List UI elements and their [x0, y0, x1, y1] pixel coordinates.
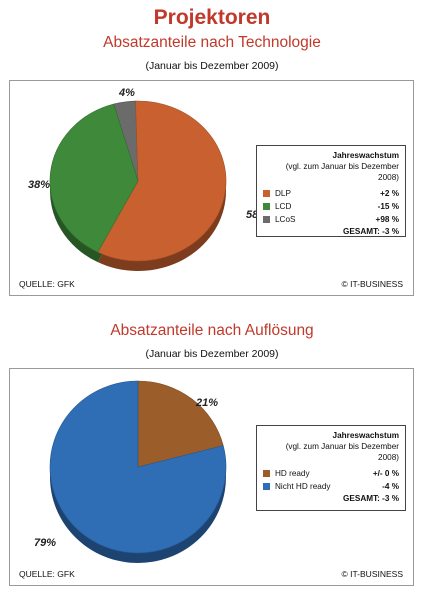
- legend-growth: +/- 0 %: [372, 469, 399, 478]
- legend-item-lcd: LCD -15 %: [263, 200, 399, 213]
- legend-title: Jahreswachstum: [332, 431, 399, 440]
- page-title: Projektoren: [153, 6, 271, 29]
- chart2-copyright: © IT-BUSINESS: [341, 569, 403, 579]
- chart1-legend: Jahreswachstum (vgl. zum Januar bis Deze…: [256, 145, 406, 237]
- chart1-pie: [49, 100, 227, 271]
- chart1-panel: 4% 38% 58% Jahreswachstum (vgl. zum Janu…: [9, 80, 414, 296]
- chart1-title: Absatzanteile nach Technologie: [103, 34, 321, 51]
- legend-label: LCoS: [275, 215, 296, 224]
- chart1-period: (Januar bis Dezember 2009): [145, 60, 279, 72]
- legend-subtitle: (vgl. zum Januar bis Dezember 2008): [285, 442, 399, 462]
- legend-item-nicht-hd-ready: Nicht HD ready -4 %: [263, 480, 399, 493]
- chart2-legend: Jahreswachstum (vgl. zum Januar bis Deze…: [256, 425, 406, 511]
- chart1-source: QUELLE: GFK: [19, 279, 75, 289]
- chart1-label-lcd: 38%: [28, 179, 51, 191]
- legend-item-lcos: LCoS +98 %: [263, 213, 399, 226]
- chart2-label-nicht-hd-ready: 79%: [34, 537, 57, 549]
- legend-growth: +2 %: [380, 189, 399, 198]
- legend-growth: +98 %: [375, 215, 399, 224]
- legend-total: GESAMT: -3 %: [343, 494, 399, 503]
- legend-label: HD ready: [275, 469, 310, 478]
- legend-growth: -15 %: [377, 202, 399, 211]
- legend-total: GESAMT: -3 %: [343, 227, 399, 236]
- legend-swatch-hd-ready: [263, 470, 270, 477]
- pie-slice-nicht-hd-ready: [49, 380, 227, 554]
- legend-swatch-dlp: [263, 190, 270, 197]
- legend-label: LCD: [275, 202, 292, 211]
- legend-title: Jahreswachstum: [332, 151, 399, 160]
- pie-slice-hd-ready: [137, 380, 224, 468]
- legend-item-hd-ready: HD ready +/- 0 %: [263, 467, 399, 480]
- legend-subtitle: (vgl. zum Januar bis Dezember 2008): [285, 162, 399, 182]
- chart2-pie: [49, 380, 227, 563]
- chart2-source: QUELLE: GFK: [19, 569, 75, 579]
- legend-swatch-nicht-hd-ready: [263, 483, 270, 490]
- legend-item-dlp: DLP +2 %: [263, 187, 399, 200]
- chart2-panel: 21% 79% Jahreswachstum (vgl. zum Januar …: [9, 368, 414, 586]
- pie-slice-lcd: [49, 103, 139, 253]
- chart2-label-hd-ready: 21%: [196, 397, 219, 409]
- chart2-period: (Januar bis Dezember 2009): [145, 348, 279, 360]
- legend-swatch-lcd: [263, 203, 270, 210]
- legend-label: DLP: [275, 189, 291, 198]
- legend-growth: -4 %: [382, 482, 399, 491]
- legend-label: Nicht HD ready: [275, 482, 331, 491]
- chart1-copyright: © IT-BUSINESS: [341, 279, 403, 289]
- chart2-title: Absatzanteile nach Auflösung: [110, 322, 314, 339]
- chart1-label-lcos: 4%: [119, 87, 135, 99]
- legend-swatch-lcos: [263, 216, 270, 223]
- pie-slice-dlp: [97, 100, 227, 262]
